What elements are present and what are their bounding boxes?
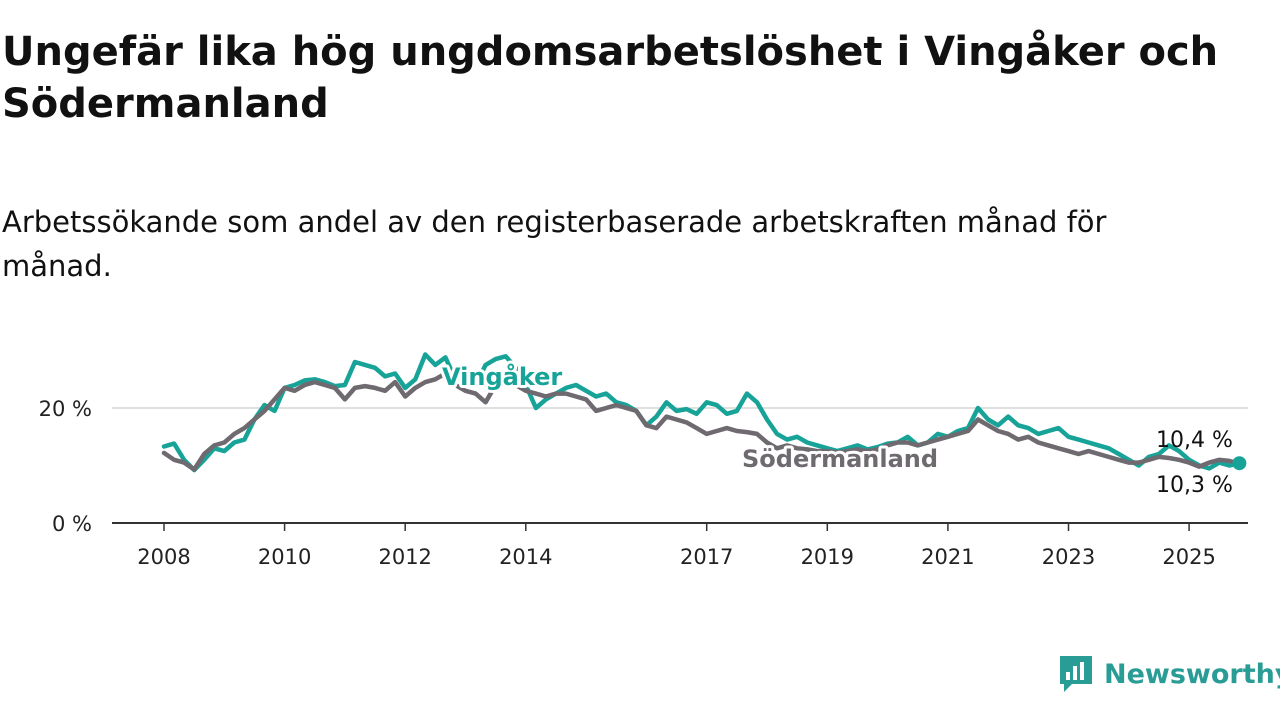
series-label-vingaker: Vingåker — [442, 362, 562, 391]
chart-subtitle: Arbetssökande som andel av den registerb… — [2, 205, 1107, 283]
x-tick-label: 2019 — [801, 545, 854, 569]
x-tick-label: 2025 — [1162, 545, 1215, 569]
logo-text: Newsworthy — [1104, 658, 1280, 690]
x-tick-label: 2023 — [1042, 545, 1095, 569]
x-tick-label: 2014 — [499, 545, 552, 569]
newsworthy-chart-bubble-icon — [1060, 656, 1092, 692]
series-line-sodermanland — [161, 371, 1242, 472]
end-value-label-vingaker: 10,4 % — [1156, 428, 1233, 453]
grid-layer: 0 % 20 % 2008 2010 2012 2014 2017 2019 2021 2023 2… — [39, 397, 1248, 569]
label-layer: Vingåker Södermanland 10,4 % 10,3 % — [439, 359, 1233, 498]
series-layer — [161, 352, 1247, 473]
x-tick-label: 2021 — [921, 545, 974, 569]
x-tick-label: 2010 — [258, 545, 311, 569]
y-tick-label: 0 % — [52, 512, 92, 536]
series-end-dot-vingaker — [1232, 456, 1247, 471]
x-tick-label: 2017 — [680, 545, 733, 569]
end-value-label-sodermanland: 10,3 % — [1156, 473, 1233, 498]
x-tick-label: 2008 — [137, 545, 190, 569]
chart-title: Ungefär lika hög ungdomsarbetslöshet i V… — [2, 29, 1219, 127]
x-tick-label: 2012 — [378, 545, 431, 569]
y-tick-label: 20 % — [39, 397, 92, 421]
newsworthy-logo: Newsworthy — [1058, 652, 1280, 696]
line-chart: 0 % 20 % 2008 2010 2012 2014 2017 2019 2021 2023 2… — [39, 352, 1248, 569]
series-label-sodermanland: Södermanland — [742, 445, 938, 473]
series-line-vingaker — [161, 352, 1242, 473]
